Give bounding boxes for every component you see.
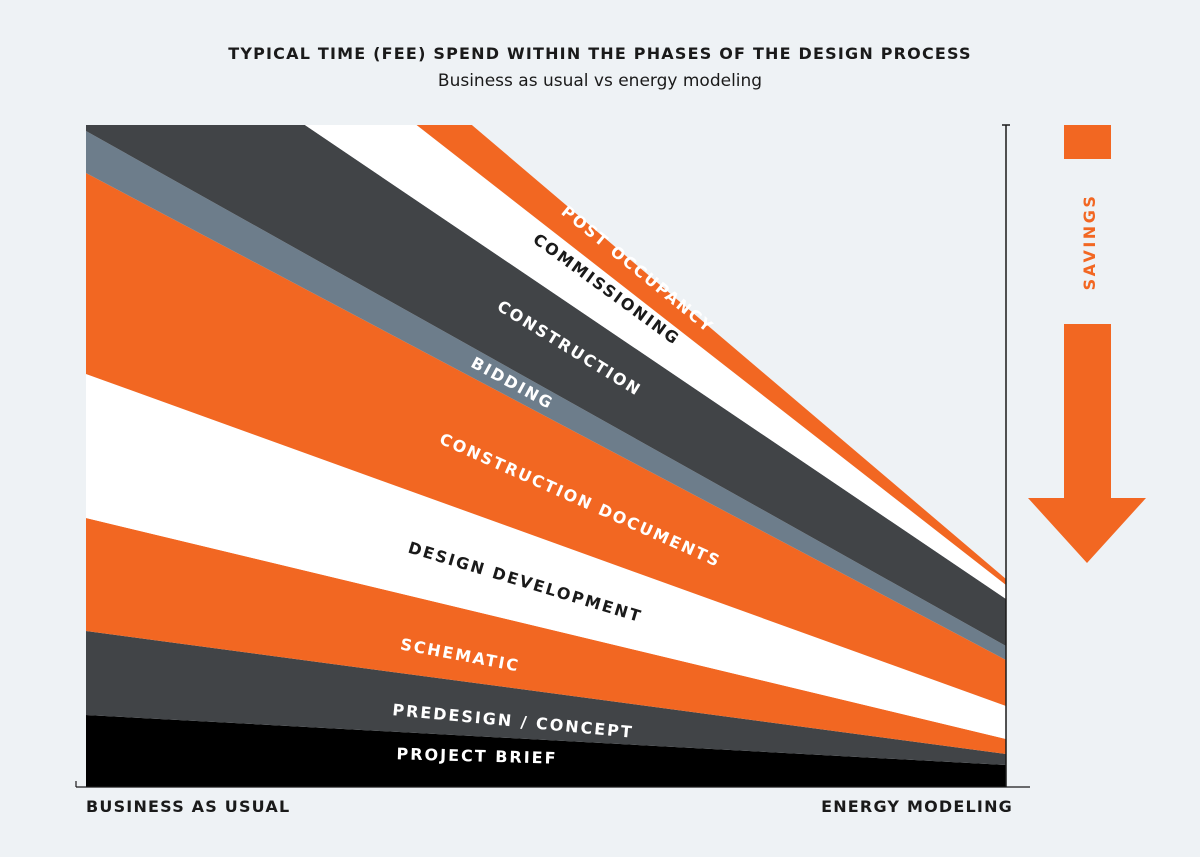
label-project-brief: PROJECT BRIEF bbox=[396, 744, 558, 767]
axes bbox=[75, 124, 1030, 788]
band-bidding bbox=[86, 131, 1006, 660]
band-post-occupancy bbox=[416, 125, 1006, 585]
band-schematic bbox=[86, 518, 1006, 754]
x-label-business-as-usual: BUSINESS AS USUAL bbox=[86, 797, 291, 816]
chart-title: TYPICAL TIME (FEE) SPEND WITHIN THE PHAS… bbox=[228, 44, 972, 63]
band-commissioning bbox=[304, 125, 1006, 599]
savings-down-arrow bbox=[1028, 324, 1146, 563]
band-design-development bbox=[86, 374, 1006, 739]
savings-label: SAVINGS bbox=[1080, 194, 1099, 291]
chart-subtitle: Business as usual vs energy modeling bbox=[437, 71, 763, 91]
band-project-brief bbox=[86, 715, 1006, 787]
band-construction bbox=[86, 125, 1006, 646]
savings-block bbox=[1064, 125, 1111, 159]
band-predesign-concept bbox=[86, 631, 1006, 765]
phase-bands bbox=[86, 125, 1006, 787]
x-label-energy-modeling: ENERGY MODELING bbox=[821, 797, 1013, 816]
band-construction-documents bbox=[86, 173, 1006, 706]
savings-indicator: SAVINGS bbox=[1028, 125, 1146, 563]
